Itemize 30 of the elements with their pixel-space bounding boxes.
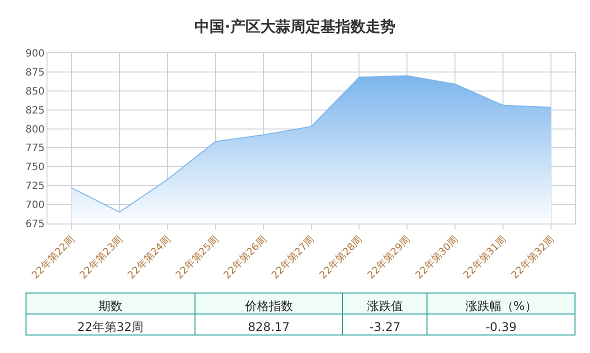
- x-tick-label: 22年第31周: [461, 234, 509, 282]
- text: 涨跌幅（%）: [465, 299, 537, 314]
- y-tick-label: 750: [25, 162, 45, 174]
- text: -0.39: [486, 320, 517, 334]
- x-tick-label: 22年第32周: [508, 234, 557, 282]
- x-tick-label: 22年第26周: [221, 234, 269, 282]
- x-tick-label: 22年第24周: [125, 234, 174, 282]
- text: 22年第32周: [77, 320, 144, 334]
- x-tick-label: 22年第28周: [317, 234, 365, 282]
- x-tick-label: 22年第29周: [365, 234, 413, 282]
- text: 828.17: [248, 320, 290, 334]
- x-tick-label: 22年第22周: [30, 234, 78, 282]
- y-tick-label: 900: [25, 48, 45, 60]
- text: 价格指数: [244, 299, 293, 314]
- x-tick-label: 22年第27周: [269, 234, 317, 282]
- y-tick-label: 850: [25, 86, 45, 98]
- y-tick-label: 825: [25, 105, 45, 116]
- y-tick-label: 800: [25, 124, 45, 136]
- y-tick-label: 675: [25, 218, 45, 230]
- y-tick-label: 875: [25, 67, 45, 78]
- text: 涨跌值: [366, 299, 403, 314]
- y-tick-label: 725: [25, 181, 45, 192]
- y-tick-label: 700: [25, 200, 45, 212]
- text: 期数: [98, 299, 122, 314]
- chart-title: 中国·产区大蒜周定基指数走势: [194, 18, 396, 36]
- text: -3.27: [369, 320, 400, 334]
- x-tick-label: 22年第23周: [77, 234, 126, 282]
- y-tick-label: 775: [25, 143, 45, 154]
- x-tick-label: 22年第25周: [173, 234, 222, 282]
- x-tick-label: 22年第30周: [413, 234, 461, 282]
